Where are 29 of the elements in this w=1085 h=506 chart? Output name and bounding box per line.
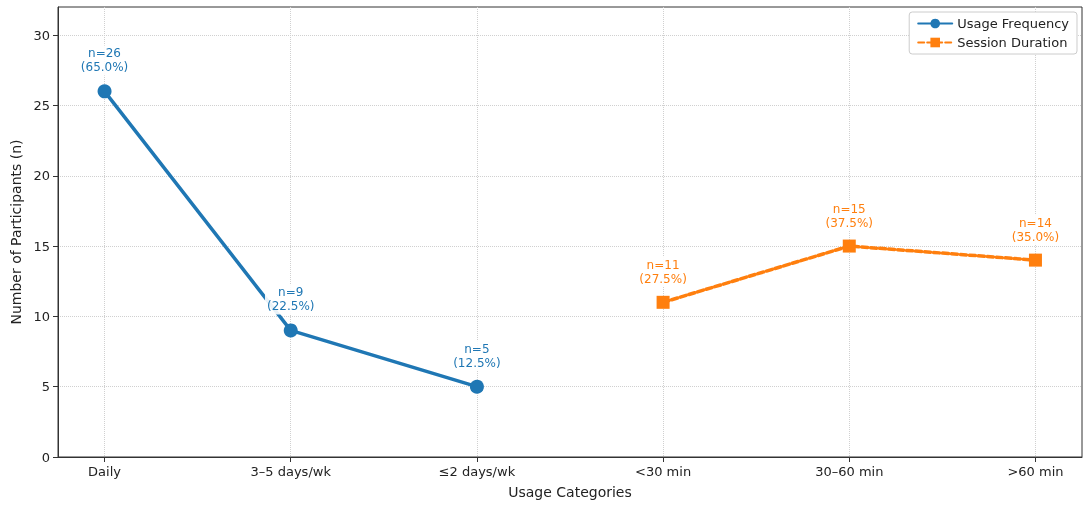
x-tick-label: 30–60 min	[815, 464, 884, 479]
data-label: n=5 (12.5%)	[453, 341, 501, 370]
y-tick-label: 15	[33, 238, 50, 254]
data-label: n=26 (65.0%)	[80, 46, 129, 75]
point	[283, 323, 298, 338]
y-tick-label: 5	[41, 379, 50, 395]
y-tick-label: 10	[33, 308, 50, 324]
x-axis-title: Usage Categories	[508, 484, 632, 500]
x-tick-label: <30 min	[635, 464, 692, 479]
data-label: n=9 (22.5%)	[266, 285, 315, 314]
x-tick-label: ≤2 days/wk	[438, 464, 516, 479]
data-label: n=15 (37.5%)	[825, 201, 874, 230]
y-axis-title: Number of Participants (n)	[7, 139, 24, 325]
point	[1028, 253, 1042, 267]
point	[97, 84, 112, 99]
data-label: n=14 (35.0%)	[1011, 215, 1060, 244]
x-tick-label: Daily	[88, 464, 122, 479]
y-tick-label: 20	[33, 168, 50, 184]
x-tick-label: 3–5 days/wk	[250, 464, 332, 479]
y-tick-label: 25	[33, 97, 50, 113]
legend-label: Session Duration	[957, 35, 1068, 50]
point	[469, 379, 484, 394]
point	[842, 239, 856, 253]
y-tick-label: 30	[33, 27, 50, 43]
data-label: n=11 (27.5%)	[639, 257, 687, 286]
point	[656, 295, 670, 309]
y-tick-label: 0	[41, 449, 50, 465]
x-tick-label: >60 min	[1007, 464, 1064, 479]
legend-label: Usage Frequency	[957, 16, 1070, 31]
